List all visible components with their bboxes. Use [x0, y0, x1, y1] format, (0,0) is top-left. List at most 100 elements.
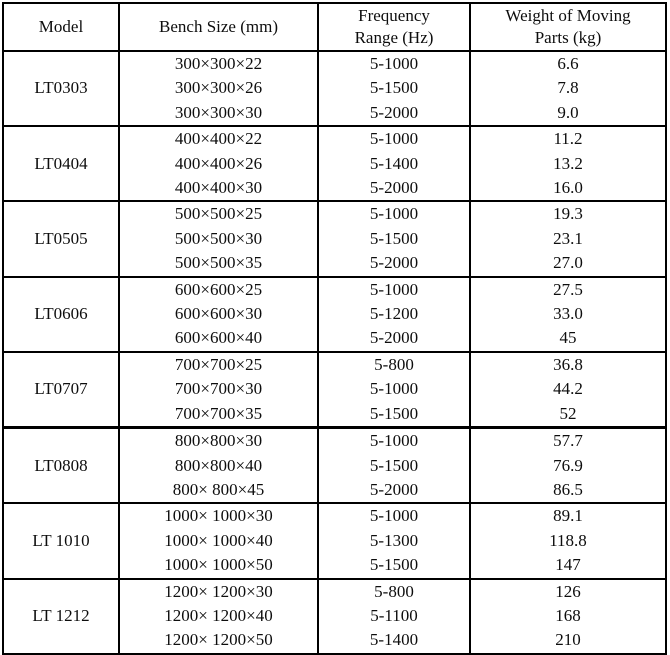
bench-size-cell: 1000× 1000×50 — [118, 553, 319, 579]
bench-size-cell: 400×400×26 — [118, 151, 319, 177]
weight-cell: 126 — [469, 577, 667, 604]
weight-cell: 16.0 — [469, 176, 667, 202]
model-cell: LT0808 — [2, 426, 120, 504]
weight-cell: 57.7 — [469, 426, 667, 454]
bench-size-cell: 500×500×35 — [118, 251, 319, 277]
weight-cell: 13.2 — [469, 151, 667, 177]
table-row: 300×300×30 5-2000 9.0 — [3, 100, 667, 127]
header-frequency-range: Frequency Range (Hz) — [317, 3, 471, 52]
weight-cell: 45 — [469, 326, 667, 352]
bench-size-cell: 600×600×30 — [118, 302, 319, 327]
frequency-range-cell: 5-800 — [317, 577, 471, 604]
bench-size-cell: 1200× 1200×30 — [118, 577, 319, 604]
header-row: Model Bench Size (mm) Frequency Range (Hz… — [2, 3, 667, 52]
weight-cell: 6.6 — [469, 49, 667, 77]
bench-size-cell: 1200× 1200×40 — [118, 603, 319, 629]
header-weight-moving-parts: Weight of Moving Parts (kg) — [469, 3, 667, 52]
weight-cell: 52 — [469, 401, 667, 428]
frequency-range-cell: 5-1000 — [317, 426, 471, 454]
bench-size-cell: 700×700×25 — [118, 350, 319, 378]
table-row: 1000× 1000×50 5-1500 147 — [3, 553, 667, 579]
table-row: 700×700×35 5-1500 52 — [3, 401, 667, 428]
bench-size-cell: 400×400×30 — [118, 176, 319, 202]
table-row: 600×600×30 5-1200 33.0 — [3, 302, 667, 327]
model-cell: LT0303 — [2, 49, 120, 127]
frequency-range-cell: 5-1200 — [317, 302, 471, 327]
table-row: 300×300×26 5-1500 7.8 — [3, 76, 667, 101]
bench-size-cell: 700×700×35 — [118, 401, 319, 428]
weight-cell: 147 — [469, 553, 667, 579]
table-row: 700×700×30 5-1000 44.2 — [3, 377, 667, 402]
bench-size-cell: 800×800×30 — [118, 426, 319, 454]
weight-cell: 7.8 — [469, 76, 667, 101]
bench-size-cell: 300×300×22 — [118, 49, 319, 77]
frequency-range-cell: 5-800 — [317, 350, 471, 378]
frequency-range-cell: 5-1500 — [317, 76, 471, 101]
frequency-range-cell: 5-1000 — [317, 377, 471, 402]
table-row: LT0505 500×500×25 5-1000 19.3 — [2, 200, 667, 277]
frequency-range-cell: 5-1000 — [317, 200, 471, 227]
weight-cell: 76.9 — [469, 453, 667, 478]
bench-size-cell: 500×500×30 — [118, 226, 319, 252]
frequency-range-cell: 5-1300 — [317, 528, 471, 554]
weight-cell: 210 — [469, 628, 667, 654]
table-row: LT0808 800×800×30 5-1000 57.7 — [2, 426, 667, 504]
bench-size-cell: 1000× 1000×30 — [118, 502, 319, 529]
table-row: 800×800×40 5-1500 76.9 — [3, 453, 667, 478]
header-line: Model — [38, 16, 84, 36]
frequency-range-cell: 5-1400 — [317, 151, 471, 177]
weight-cell: 27.5 — [469, 275, 667, 303]
weight-cell: 44.2 — [469, 377, 667, 402]
table-row: 400×400×30 5-2000 16.0 — [3, 176, 667, 202]
weight-cell: 89.1 — [469, 502, 667, 529]
bench-size-cell: 1000× 1000×40 — [118, 528, 319, 554]
header-line: Parts (kg) — [534, 28, 602, 47]
table-row: 500×500×30 5-1500 23.1 — [3, 226, 667, 252]
header-model: Model — [2, 3, 120, 52]
table-row: LT0303 300×300×22 5-1000 6.6 — [2, 49, 667, 127]
table-row: LT 1010 1000× 1000×30 5-1000 89.1 — [2, 502, 667, 579]
bench-size-cell: 600×600×25 — [118, 275, 319, 303]
bench-size-cell: 800× 800×45 — [118, 477, 319, 504]
frequency-range-cell: 5-1400 — [317, 628, 471, 654]
model-cell: LT 1212 — [2, 577, 120, 654]
frequency-range-cell: 5-1000 — [317, 49, 471, 77]
model-cell: LT0707 — [2, 350, 120, 428]
weight-cell: 27.0 — [469, 251, 667, 277]
header-line: Bench Size (mm) — [159, 16, 278, 36]
frequency-range-cell: 5-1100 — [317, 603, 471, 629]
table-row: LT0404 400×400×22 5-1000 11.2 — [2, 125, 667, 202]
table-row: 1000× 1000×40 5-1300 118.8 — [3, 528, 667, 554]
header-bench-size: Bench Size (mm) — [118, 3, 319, 52]
frequency-range-cell: 5-1000 — [317, 125, 471, 152]
weight-cell: 23.1 — [469, 226, 667, 252]
table-row: LT 1212 1200× 1200×30 5-800 126 — [2, 577, 667, 654]
frequency-range-cell: 5-2000 — [317, 326, 471, 352]
frequency-range-cell: 5-2000 — [317, 100, 471, 127]
frequency-range-cell: 5-1500 — [317, 453, 471, 478]
bench-size-cell: 600×600×40 — [118, 326, 319, 352]
bench-size-cell: 700×700×30 — [118, 377, 319, 402]
weight-cell: 11.2 — [469, 125, 667, 152]
table-row: 800× 800×45 5-2000 86.5 — [3, 477, 667, 504]
model-cell: LT 1010 — [2, 502, 120, 579]
header-line: Frequency — [358, 5, 430, 25]
table-row: LT0707 700×700×25 5-800 36.8 — [2, 350, 667, 428]
table-row: 500×500×35 5-2000 27.0 — [3, 251, 667, 277]
bench-size-cell: 300×300×26 — [118, 76, 319, 101]
frequency-range-cell: 5-1000 — [317, 275, 471, 303]
weight-cell: 9.0 — [469, 100, 667, 127]
header-line: Weight of Moving — [505, 5, 631, 25]
bench-size-cell: 500×500×25 — [118, 200, 319, 227]
bench-size-cell: 400×400×22 — [118, 125, 319, 152]
model-cell: LT0606 — [2, 275, 120, 352]
frequency-range-cell: 5-2000 — [317, 251, 471, 277]
table-header: Model Bench Size (mm) Frequency Range (Hz… — [2, 3, 667, 52]
frequency-range-cell: 5-1500 — [317, 226, 471, 252]
table-row: 400×400×26 5-1400 13.2 — [3, 151, 667, 177]
weight-cell: 36.8 — [469, 350, 667, 378]
bench-size-cell: 800×800×40 — [118, 453, 319, 478]
table-row: 1200× 1200×40 5-1100 168 — [3, 603, 667, 629]
frequency-range-cell: 5-1500 — [317, 553, 471, 579]
